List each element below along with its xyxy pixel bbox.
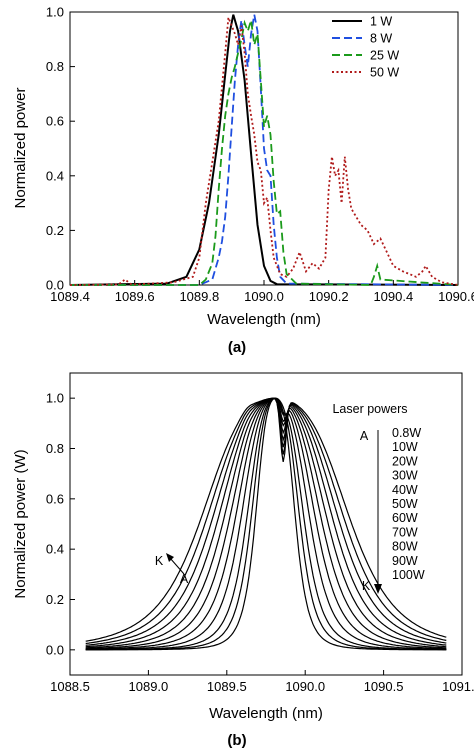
legend-label-a: 8 W: [370, 32, 392, 46]
arrow-end-label-b: K: [155, 554, 164, 568]
x-tick-label-b: 1090.0: [285, 679, 325, 694]
legend-label-a: 1 W: [370, 15, 392, 29]
legend-label-b: 70W: [392, 525, 418, 539]
legend-label-a: 50 W: [370, 66, 399, 80]
legend-label-a: 25 W: [370, 49, 399, 63]
axis-ticks-b: 1088.5 1089.0 1089.5 1090.0 1090.5 1091.0 0.0 0…: [46, 391, 474, 694]
arrow-shaft-b: [169, 557, 185, 575]
y-tick-label-a: 0.0: [46, 278, 64, 293]
panel-label-b: (b): [227, 732, 246, 749]
legend-label-b: 20W: [392, 454, 418, 468]
x-tick-label-a: 1090.4: [373, 289, 413, 304]
y-tick-label-b: 1.0: [46, 391, 64, 406]
legend-label-b: 30W: [392, 469, 418, 483]
x-tick-label-b: 1089.0: [129, 679, 169, 694]
legend-a: 1 W 8 W 25 W 50 W: [332, 15, 399, 80]
legend-b: Laser powers 0.8W10W20W30W40W50W60W70W80W…: [155, 402, 425, 594]
series-line-b: [85, 397, 447, 650]
legend-label-b: 80W: [392, 540, 418, 554]
x-tick-label-b: 1089.5: [207, 679, 247, 694]
legend-label-b: 0.8W: [392, 426, 421, 440]
legend-label-b: 100W: [392, 568, 425, 582]
chart-panel-a: 1089.4 1089.6 1089.8 1090.0 1090.2 1090.4 1090…: [12, 5, 474, 357]
x-tick-label-a: 1089.8: [179, 289, 219, 304]
x-tick-label-a: 1090.6: [438, 289, 474, 304]
x-tick-label-b: 1088.5: [50, 679, 90, 694]
plot-frame-b: [69, 372, 463, 676]
y-tick-label-a: 0.6: [46, 114, 64, 129]
x-tick-label-b: 1091.0: [442, 679, 474, 694]
legend-label-b: 50W: [392, 497, 418, 511]
series-line-b: [85, 397, 447, 651]
series-line-a: [69, 14, 459, 286]
y-tick-label-b: 0.8: [46, 441, 64, 456]
y-tick-label-a: 0.4: [46, 168, 64, 183]
y-axis-label-a: Normalized power: [12, 88, 29, 209]
x-tick-label-a: 1089.6: [115, 289, 155, 304]
y-tick-label-b: 0.4: [46, 542, 64, 557]
x-tick-label-a: 1090.2: [309, 289, 349, 304]
legend-label-b: 40W: [392, 483, 418, 497]
arrow-start-label-b: A: [360, 429, 369, 443]
legend-label-b: 10W: [392, 440, 418, 454]
y-tick-label-a: 0.2: [46, 223, 64, 238]
arrow-start-label-b: A: [180, 572, 189, 586]
legend-label-b: 60W: [392, 511, 418, 525]
axis-ticks-a: 1089.4 1089.6 1089.8 1090.0 1090.2 1090.4 1090…: [46, 5, 474, 305]
y-tick-label-b: 0.6: [46, 491, 64, 506]
series-lines-b: [85, 397, 447, 651]
series-line-b: [85, 397, 447, 651]
legend-title-b: Laser powers: [332, 402, 407, 416]
arrow-head-b: [374, 584, 382, 594]
legend-label-b: 90W: [392, 554, 418, 568]
x-axis-label-b: Wavelength (nm): [209, 705, 323, 722]
x-tick-label-a: 1090.0: [244, 289, 284, 304]
series-line-b: [85, 397, 447, 642]
y-tick-label-a: 0.8: [46, 59, 64, 74]
x-axis-label-a: Wavelength (nm): [207, 311, 321, 328]
y-tick-label-a: 1.0: [46, 5, 64, 20]
series-line-a: [70, 14, 459, 286]
series-lines-a: [69, 14, 459, 286]
panel-label-a: (a): [228, 339, 246, 356]
arrow-end-label-b: K: [362, 579, 371, 593]
y-tick-label-b: 0.0: [46, 642, 64, 657]
y-tick-label-b: 0.2: [46, 592, 64, 607]
y-axis-label-b: Normalized power (W): [12, 449, 29, 598]
chart-panel-b: 1088.5 1089.0 1089.5 1090.0 1090.5 1091.0 0.0 0…: [12, 372, 474, 749]
x-tick-label-a: 1089.4: [50, 289, 90, 304]
series-line-a: [70, 19, 459, 286]
arrow-head-b: [166, 553, 174, 562]
x-tick-label-b: 1090.5: [364, 679, 404, 694]
